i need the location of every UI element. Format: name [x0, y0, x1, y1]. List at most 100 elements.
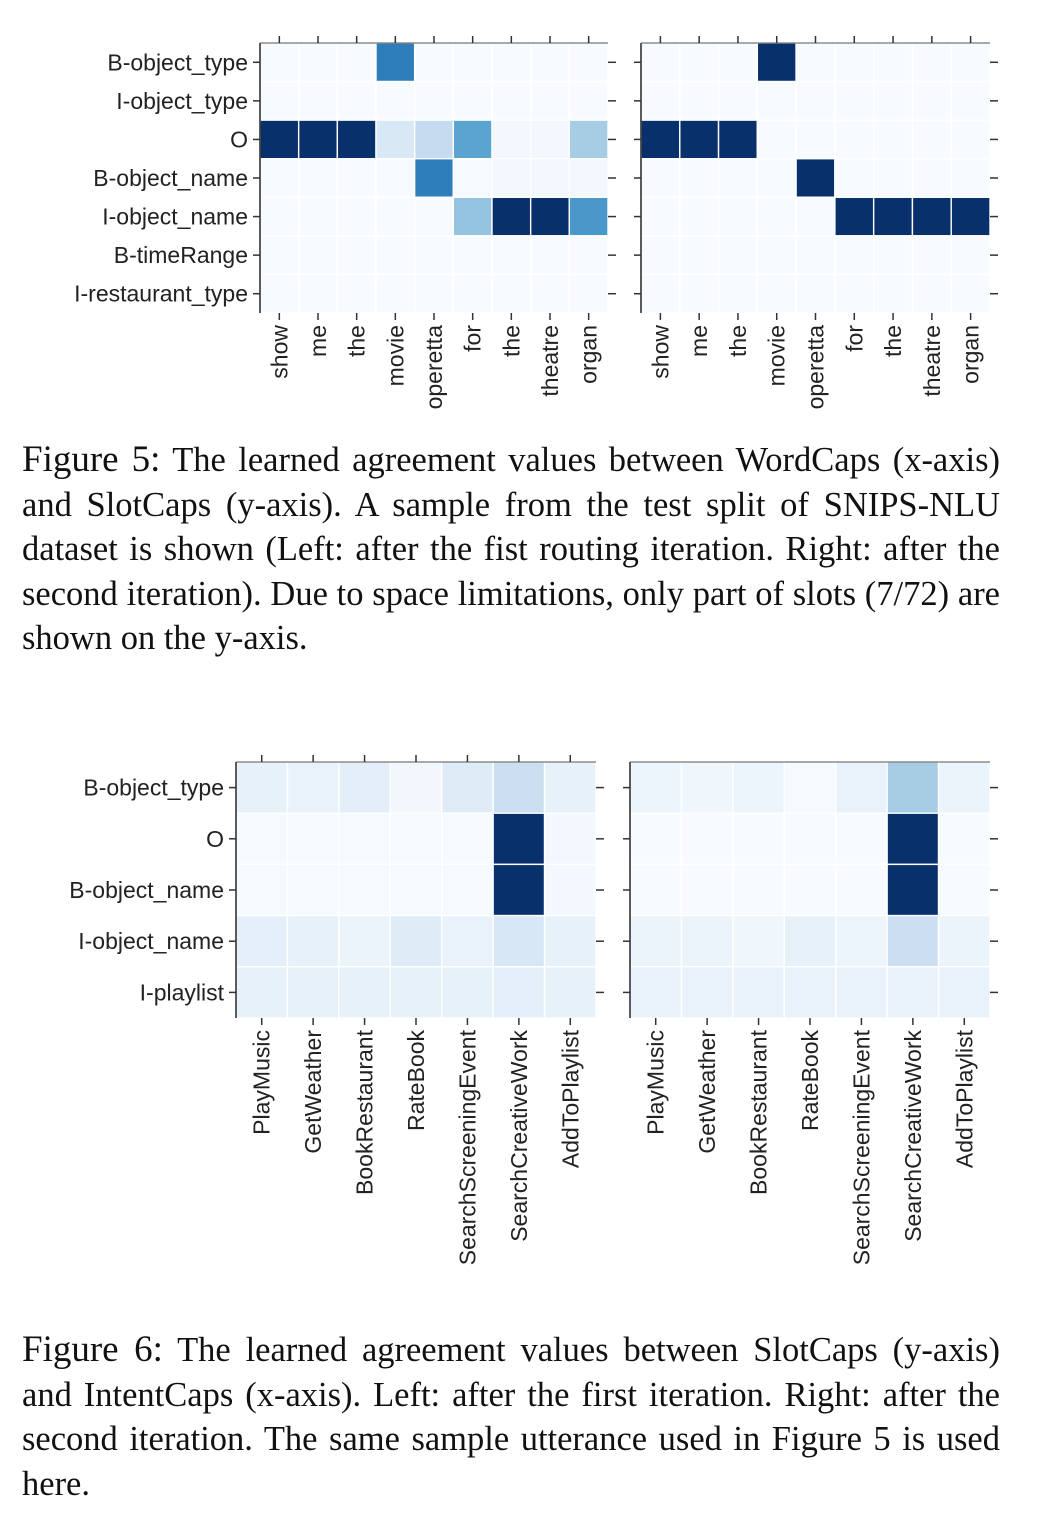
- heatmap-cell-i-restaurant-type-me: [679, 273, 720, 314]
- heatmap-cell-o-searchcreativework: [886, 812, 940, 866]
- heatmap-cell-i-object-name-playmusic: [235, 914, 289, 968]
- heatmap-cell-b-timerange-show: [640, 235, 681, 276]
- x-tick-label: BookRestaurant: [746, 1029, 772, 1195]
- heatmap-cell-i-playlist-ratebook: [389, 966, 443, 1019]
- heatmap-cell-i-object-name-the: [717, 196, 759, 237]
- y-tick-label: B-object_type: [83, 775, 224, 801]
- heatmap-cell-i-playlist-addtoplaylist: [543, 966, 597, 1019]
- x-tick-label: movie: [764, 325, 790, 386]
- heatmap-cell-i-restaurant-type-the: [872, 273, 914, 314]
- heatmap-cell-i-object-type-show: [640, 80, 681, 121]
- x-tick-label: RateBook: [797, 1030, 823, 1132]
- heatmap-cell-i-object-name-addtoplaylist: [937, 914, 991, 968]
- heatmap-cell-i-object-name-organ: [950, 196, 991, 237]
- x-tick-label: movie: [382, 325, 408, 386]
- heatmap-cell-i-restaurant-type-operetta: [413, 273, 455, 314]
- y-tick-label: I-object_name: [102, 204, 248, 230]
- heatmap-cell-i-object-name-getweather: [680, 914, 734, 968]
- heatmap-cell-o-movie: [756, 119, 797, 160]
- heatmap-cell-o-addtoplaylist: [543, 812, 597, 866]
- heatmap-cell-i-object-type-theatre: [911, 80, 952, 121]
- heatmap-cell-o-bookrestaurant: [732, 812, 785, 866]
- heatmap-cell-o-theatre: [529, 119, 571, 160]
- heatmap-cell-o-searchscreeningevent: [835, 812, 888, 866]
- heatmap-cell-b-object-name-ratebook: [783, 863, 837, 917]
- heatmap-cell-b-object-type-getweather: [680, 761, 734, 814]
- x-tick-label: the: [880, 325, 906, 357]
- heatmap-cell-o-searchcreativework: [492, 812, 546, 866]
- fig5-right-heatmap: show me the movie operetta for the theatre organ: [634, 36, 998, 409]
- figure5-caption-label: Figure 5:: [22, 439, 161, 480]
- heatmap-cell-b-object-type-theatre: [529, 42, 571, 83]
- heatmap-cell-b-object-type-searchscreeningevent: [441, 761, 494, 814]
- x-tick-label: theatre: [537, 325, 563, 397]
- figure6-caption: Figure 6: The learned agreement values b…: [22, 1328, 1000, 1506]
- x-tick-label: organ: [958, 325, 984, 384]
- heatmap-cell-b-timerange-the: [336, 235, 377, 276]
- heatmap-cell-b-object-type-operetta: [413, 42, 455, 83]
- x-tick-label: for: [841, 325, 867, 352]
- x-tick-label: the: [344, 325, 370, 357]
- heatmap-cell-i-object-type-for: [834, 80, 875, 121]
- fig5-left-heatmap: B-object_type I-object_type O B-object_name…: [74, 36, 616, 409]
- heatmap-cell-b-object-name-playmusic: [629, 863, 683, 917]
- x-tick-label: PlayMusic: [249, 1030, 275, 1135]
- heatmap-cell-b-timerange-operetta: [413, 235, 455, 276]
- heatmap-cell-b-object-type-getweather: [286, 761, 340, 814]
- heatmap-cell-i-object-name-searchscreeningevent: [835, 914, 888, 968]
- y-tick-label: I-object_name: [78, 928, 224, 954]
- x-tick-label: me: [305, 325, 331, 357]
- heatmap-cell-b-timerange-for: [834, 235, 875, 276]
- heatmap-cell-o-show: [640, 119, 681, 160]
- heatmap-cell-b-timerange-operetta: [795, 235, 836, 276]
- heatmap-cell-b-timerange-movie: [375, 235, 416, 276]
- x-tick-label: BookRestaurant: [352, 1029, 378, 1195]
- x-tick-label: SearchScreeningEvent: [454, 1029, 480, 1265]
- heatmap-cell-i-object-name-movie: [756, 196, 797, 237]
- heatmap-cell-b-object-name-the: [717, 158, 759, 198]
- heatmap-cell-i-restaurant-type-the: [717, 273, 759, 314]
- heatmap-cell-b-object-type-addtoplaylist: [937, 761, 991, 814]
- heatmap-cell-b-object-name-movie: [756, 158, 797, 198]
- fig6-left-heatmap: B-object_type O B-object_name I-object_name…: [69, 755, 604, 1265]
- heatmap-cell-i-playlist-getweather: [680, 966, 734, 1019]
- heatmap-cell-o-bookrestaurant: [338, 812, 391, 866]
- heatmap-cell-i-playlist-bookrestaurant: [732, 966, 785, 1019]
- heatmap-cell-i-restaurant-type-movie: [756, 273, 797, 314]
- heatmap-cell-b-object-type-me: [297, 42, 339, 83]
- heatmap-cell-i-object-name-theatre: [911, 196, 952, 237]
- heatmap-cell-i-restaurant-type-show: [640, 273, 681, 314]
- heatmap-cell-b-object-type-bookrestaurant: [338, 761, 391, 814]
- heatmap-cell-b-object-type-me: [679, 42, 720, 83]
- x-tick-label: the: [498, 325, 524, 357]
- y-tick-label: O: [206, 826, 224, 852]
- heatmap-cell-i-playlist-addtoplaylist: [937, 966, 991, 1019]
- heatmap-cell-b-object-type-movie: [756, 42, 797, 83]
- heatmap-cell-o-organ: [568, 119, 609, 160]
- heatmap-cell-o-playmusic: [629, 812, 683, 866]
- heatmap-cell-b-object-type-ratebook: [389, 761, 443, 814]
- figure5-caption-text: The learned agreement values between Wor…: [22, 441, 1000, 657]
- heatmap-cell-b-object-name-searchcreativework: [492, 863, 546, 917]
- heatmap-cell-b-timerange-organ: [950, 235, 991, 276]
- x-tick-label: AddToPlaylist: [557, 1029, 583, 1168]
- heatmap-cell-i-restaurant-type-operetta: [795, 273, 836, 314]
- heatmap-cell-i-playlist-searchcreativework: [492, 966, 546, 1019]
- heatmap-cell-b-object-type-theatre: [911, 42, 952, 83]
- x-tick-label: operetta: [803, 325, 829, 410]
- heatmap-cell-b-timerange-theatre: [529, 235, 571, 276]
- heatmap-cell-i-object-type-the: [491, 80, 532, 121]
- heatmap-cell-b-object-name-show: [640, 158, 681, 198]
- heatmap-cell-i-restaurant-type-organ: [568, 273, 609, 314]
- heatmap-cell-b-object-name-getweather: [680, 863, 734, 917]
- fig6-right-heatmap: PlayMusic GetWeather BookRestaurant RateBoo…: [623, 761, 998, 1265]
- heatmap-cell-b-object-type-the: [717, 42, 759, 83]
- y-tick-label: I-object_type: [116, 88, 248, 114]
- heatmap-cell-o-movie: [375, 119, 416, 160]
- heatmap-cell-b-object-type-the: [872, 42, 914, 83]
- heatmap-cell-i-object-name-for: [834, 196, 875, 237]
- heatmap-cell-i-object-name-bookrestaurant: [732, 914, 785, 968]
- heatmap-cell-b-object-name-bookrestaurant: [338, 863, 391, 917]
- heatmap-cell-b-object-name-the: [491, 158, 532, 198]
